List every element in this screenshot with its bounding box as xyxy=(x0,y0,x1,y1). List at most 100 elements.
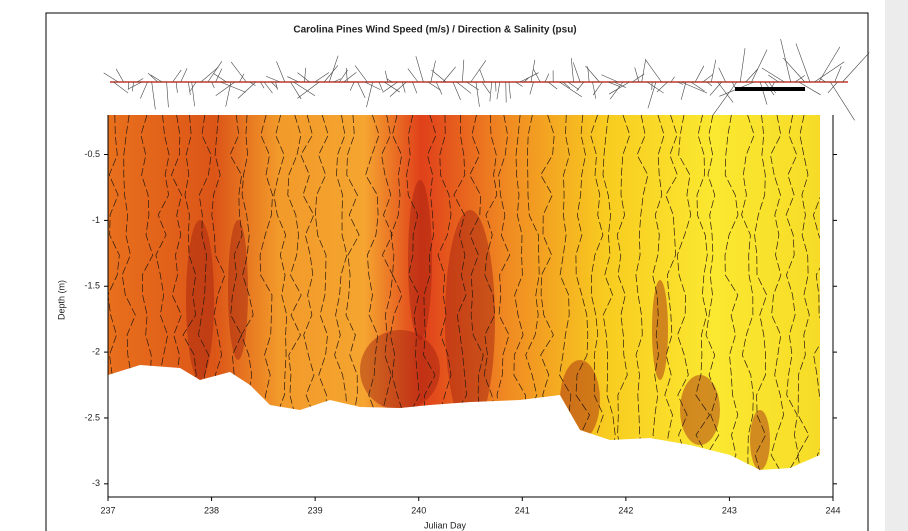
wind-stick xyxy=(545,74,549,82)
wind-stick xyxy=(746,69,758,82)
wind-stick xyxy=(128,82,142,89)
wind-stick xyxy=(213,73,226,82)
wind-stick xyxy=(390,82,406,97)
y-tick-label: -1 xyxy=(92,215,100,225)
dark-zone xyxy=(652,280,668,380)
wind-stick xyxy=(294,82,315,96)
wind-stick xyxy=(719,68,726,82)
chart-title: Carolina Pines Wind Speed (m/s) / Direct… xyxy=(293,25,576,36)
wind-stick xyxy=(358,82,366,98)
wind-stick xyxy=(208,61,222,82)
page: Carolina Pines Wind Speed (m/s) / Direct… xyxy=(0,0,908,531)
dark-zone xyxy=(680,375,720,445)
wind-stick xyxy=(355,66,367,82)
wind-stick xyxy=(453,82,461,100)
wind-stick xyxy=(212,82,215,88)
wind-stick xyxy=(431,70,446,82)
wind-stick xyxy=(534,69,541,82)
wind-stick xyxy=(571,58,573,82)
x-tick-label: 244 xyxy=(825,505,840,515)
wind-stick xyxy=(642,59,646,82)
y-tick-label: -3 xyxy=(92,478,100,488)
chart: Carolina Pines Wind Speed (m/s) / Direct… xyxy=(0,0,908,531)
x-tick-label: 242 xyxy=(618,505,633,515)
wind-stick xyxy=(497,82,500,99)
wind-stick xyxy=(783,58,805,82)
wind-stick xyxy=(173,70,182,82)
x-tick-label: 237 xyxy=(100,505,115,515)
wind-stick xyxy=(287,77,298,82)
wind-stick xyxy=(835,66,842,82)
wind-stick xyxy=(462,60,463,82)
x-tick-label: 239 xyxy=(308,505,323,515)
y-tick-label: -1.5 xyxy=(84,281,100,291)
y-axis-label: Depth (m) xyxy=(56,280,66,320)
wind-stick xyxy=(760,82,767,105)
wind-stick xyxy=(573,62,580,82)
wind-stick xyxy=(344,72,357,82)
y-tick-label: -0.5 xyxy=(84,149,100,159)
wind-stick xyxy=(324,65,338,82)
y-tick-label: -2 xyxy=(92,346,100,356)
wind-stick xyxy=(266,76,280,82)
wind-stick xyxy=(190,82,196,91)
wind-stick xyxy=(476,82,480,107)
wind-stick xyxy=(530,82,534,94)
wind-stick xyxy=(610,82,623,99)
wind-stick xyxy=(601,75,618,82)
wind-stick xyxy=(297,82,319,98)
x-tick-label: 241 xyxy=(515,505,530,515)
wind-stick xyxy=(104,73,119,82)
wind-stick xyxy=(264,82,272,93)
x-tick-label: 240 xyxy=(411,505,426,515)
wind-stick xyxy=(276,82,278,90)
wind-stick xyxy=(298,73,310,82)
wind-stick xyxy=(260,82,264,88)
dark-zone xyxy=(228,220,248,360)
wind-stick xyxy=(428,82,441,90)
wind-stick xyxy=(711,60,715,82)
wind-stick xyxy=(593,82,602,95)
wind-stick xyxy=(768,75,778,82)
wind-stick xyxy=(148,73,158,82)
wind-stick xyxy=(548,82,557,89)
wind-stick xyxy=(140,82,147,99)
scale-bar xyxy=(735,87,805,91)
wind-stick xyxy=(509,82,511,99)
wind-stick xyxy=(710,82,722,95)
wind-stick xyxy=(681,82,686,100)
wind-stick xyxy=(593,82,596,99)
wind-stick xyxy=(671,77,675,82)
wind-stick xyxy=(752,50,768,82)
dark-zone xyxy=(560,360,600,440)
wind-stick xyxy=(762,68,784,82)
wind-stick xyxy=(276,61,284,82)
wind-stick xyxy=(188,82,190,95)
wind-stick xyxy=(416,56,423,82)
wind-stick xyxy=(350,82,354,91)
wind-stick xyxy=(646,60,662,82)
wind-stick xyxy=(480,69,485,82)
side-strip xyxy=(885,0,908,531)
wind-stick xyxy=(710,82,737,119)
wind-stick xyxy=(413,82,417,93)
wind-stick xyxy=(379,82,383,91)
wind-stick xyxy=(577,82,584,91)
wind-stick xyxy=(657,82,668,92)
wind-stick xyxy=(329,56,338,82)
wind-stick xyxy=(231,62,246,82)
wind-stick xyxy=(383,82,398,92)
wind-stick xyxy=(718,82,734,102)
wind-stick xyxy=(681,82,707,93)
wind-stick xyxy=(116,69,123,82)
wind-stick xyxy=(167,82,169,107)
wind-stick xyxy=(842,53,869,82)
wind-stick xyxy=(691,82,705,91)
dark-zone xyxy=(360,330,440,410)
x-axis-label: Julian Day xyxy=(424,520,467,530)
wind-stick xyxy=(385,71,388,82)
wind-stick xyxy=(176,82,177,93)
wind-stick xyxy=(113,82,128,93)
salinity-field xyxy=(108,115,827,485)
wind-stick xyxy=(384,82,400,92)
